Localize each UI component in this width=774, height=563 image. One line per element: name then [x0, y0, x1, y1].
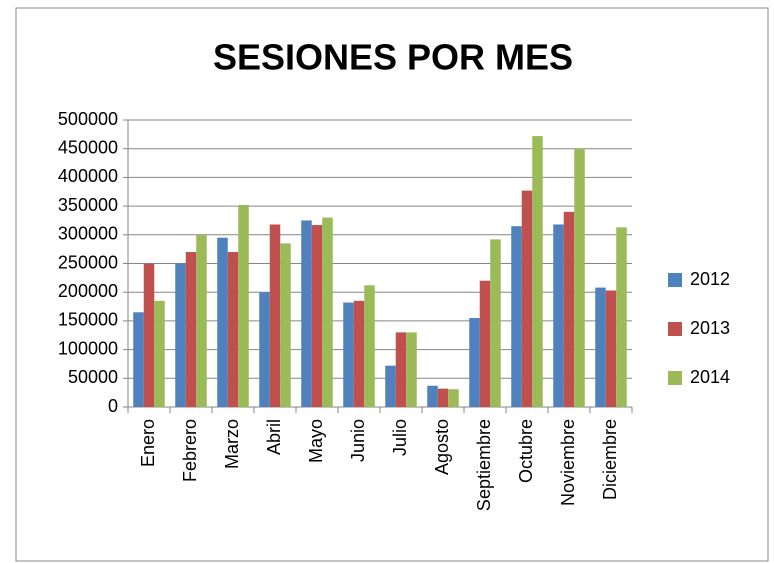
bar [353, 300, 365, 407]
x-tick-label: Febrero [180, 419, 200, 482]
bar [259, 292, 270, 407]
bar [553, 224, 564, 407]
bar [269, 224, 281, 407]
bar [133, 312, 144, 407]
bar [448, 389, 459, 407]
bar [322, 217, 333, 407]
bar [280, 243, 291, 407]
bar [395, 332, 407, 407]
bar [490, 239, 501, 407]
y-tick-label: 500000 [58, 109, 118, 129]
bar [437, 388, 449, 407]
bar [196, 234, 207, 407]
chart-title: SESIONES POR MES [213, 37, 573, 78]
bar [343, 302, 354, 407]
bar [385, 365, 396, 407]
x-tick-label: Junio [348, 419, 368, 462]
bar [154, 300, 165, 407]
y-tick-label: 350000 [58, 195, 118, 215]
x-tick-label: Abril [264, 419, 284, 455]
chart-border [15, 7, 769, 562]
bar [406, 332, 417, 407]
y-tick-label: 400000 [58, 166, 118, 186]
legend-label: 2013 [690, 318, 730, 338]
y-tick-label: 150000 [58, 310, 118, 330]
bar [521, 190, 533, 407]
legend-label: 2012 [690, 269, 730, 289]
bar [217, 237, 228, 407]
bar [605, 290, 617, 407]
bar [616, 227, 627, 407]
y-tick-label: 50000 [68, 367, 118, 387]
bar [427, 385, 438, 407]
bar [311, 225, 323, 407]
bar [227, 252, 239, 407]
x-tick-label: Octubre [516, 419, 536, 483]
x-tick-label: Enero [138, 419, 158, 467]
bar [238, 204, 249, 407]
x-tick-label: Agosto [432, 419, 452, 475]
y-tick-label: 250000 [58, 252, 118, 272]
y-tick-label: 200000 [58, 281, 118, 301]
bar [479, 280, 491, 407]
bar [469, 318, 480, 407]
y-tick-label: 0 [108, 396, 118, 416]
y-tick-label: 450000 [58, 137, 118, 157]
x-tick-label: Septiembre [474, 419, 494, 511]
bar [595, 287, 606, 407]
x-tick-label: Julio [390, 419, 410, 456]
legend-swatch [668, 371, 682, 385]
legend-label: 2014 [690, 367, 730, 387]
bar [563, 211, 575, 407]
bar [364, 285, 375, 407]
bar [532, 136, 543, 407]
bar [574, 148, 585, 407]
bar [511, 226, 522, 407]
y-tick-label: 100000 [58, 338, 118, 358]
bar [143, 263, 155, 407]
legend-swatch [668, 273, 682, 287]
x-tick-label: Diciembre [600, 419, 620, 500]
y-tick-label: 300000 [58, 224, 118, 244]
legend-swatch [668, 322, 682, 336]
x-tick-label: Mayo [306, 419, 326, 463]
bar [175, 263, 186, 407]
bar [185, 252, 197, 407]
bar [301, 220, 312, 407]
x-tick-label: Marzo [222, 419, 242, 469]
x-tick-label: Noviembre [558, 419, 578, 506]
